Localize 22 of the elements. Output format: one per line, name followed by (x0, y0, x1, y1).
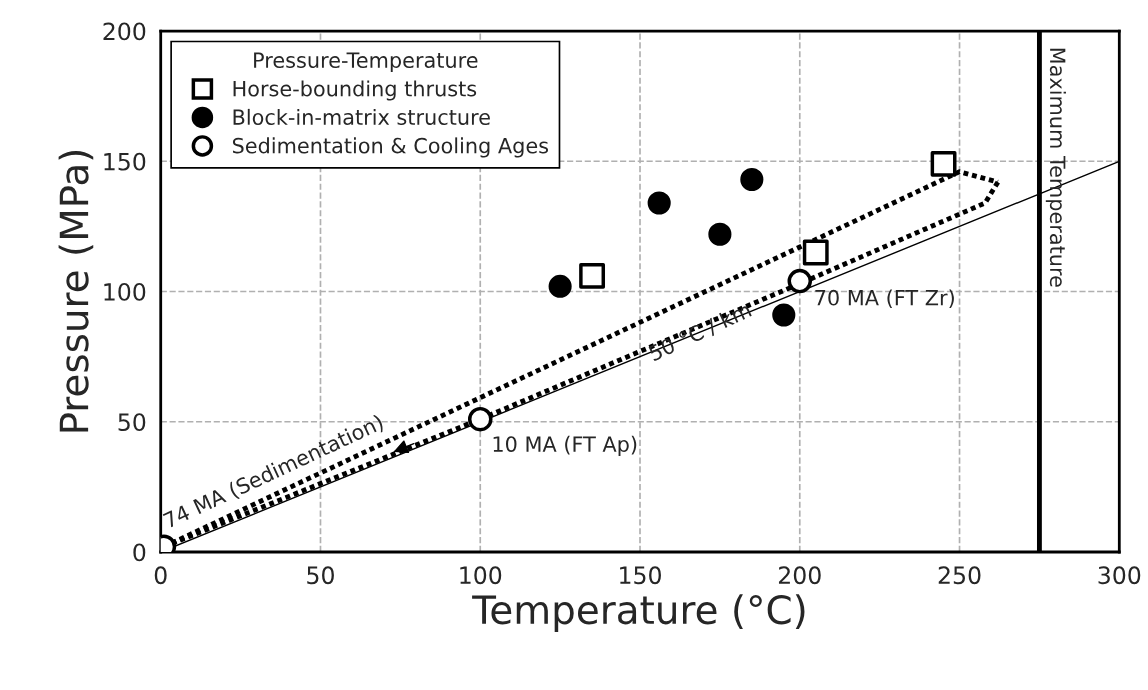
x-tick-label: 300 (1098, 566, 1141, 585)
x-tick-label: 150 (620, 566, 661, 585)
legend-title: Pressure-Temperature (254, 52, 478, 73)
legend-label: Horse-bounding thrusts (233, 80, 477, 101)
y-axis-title: Pressure (MPa) (58, 150, 94, 432)
annotation: 10 MA (FT Ap) (493, 435, 637, 456)
y-tick-label: 50 (118, 413, 146, 432)
x-tick-label: 250 (938, 566, 981, 585)
x-tick-label: 50 (307, 566, 334, 585)
legend-label: Block-in-matrix structure (233, 108, 490, 125)
x-tick-label: 100 (460, 566, 502, 585)
y-tick-label: 200 (103, 22, 146, 41)
x-tick-label: 200 (778, 566, 821, 585)
legend-label: Sedimentation & Cooling Ages (232, 137, 549, 158)
x-axis-title: Temperature (°C) (472, 594, 805, 632)
annotation: 50 °C / km (647, 301, 753, 363)
y-tick-label: 150 (104, 152, 146, 171)
x-tick-label: 0 (154, 566, 167, 585)
y-tick-label: 0 (133, 543, 146, 562)
annotation: 70 MA (FT Zr) (815, 289, 954, 309)
ref-line-label: Maximum Temperature (1045, 48, 1066, 287)
y-tick-label: 100 (104, 282, 146, 301)
